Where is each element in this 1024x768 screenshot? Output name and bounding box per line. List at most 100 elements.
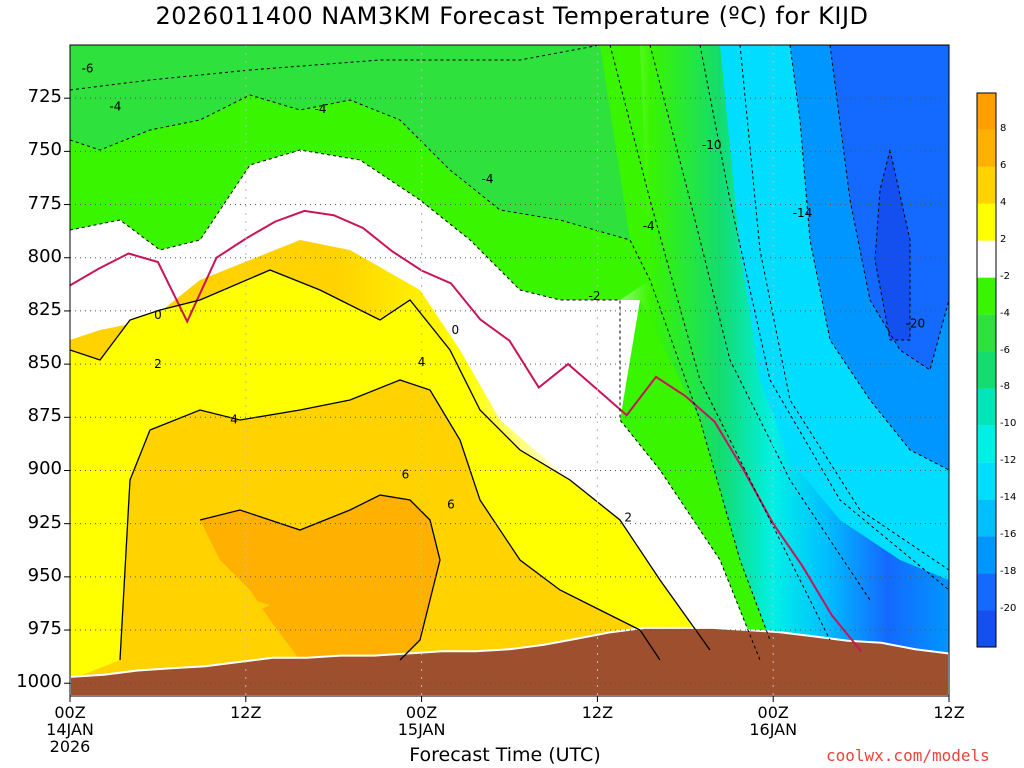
contour-label: 4 xyxy=(418,355,426,369)
colorbar-swatch xyxy=(977,203,996,241)
x-tick-label: 12Z xyxy=(206,704,286,721)
contour-minus6 xyxy=(70,45,601,91)
contour-minus2 xyxy=(70,149,761,661)
band-white xyxy=(70,150,760,660)
x-tick-line: 16JAN xyxy=(749,720,798,739)
colorbar-swatch xyxy=(977,314,996,352)
y-tick-label: 900 xyxy=(27,458,62,480)
colorbar-label: -6 xyxy=(1000,344,1010,356)
contour-label: -4 xyxy=(482,172,494,186)
colorbar-swatch xyxy=(977,462,996,500)
x-tick-label: 12Z xyxy=(909,704,989,721)
colorbar-swatch xyxy=(977,610,996,647)
x-tick-line: 15JAN xyxy=(397,720,446,739)
y-tick-label: 975 xyxy=(27,618,62,640)
colorbar-swatch xyxy=(977,388,996,426)
colorbar-label: 4 xyxy=(1000,196,1007,208)
colorbar-label: -10 xyxy=(1000,418,1017,430)
colorbar-label: -4 xyxy=(1000,307,1010,319)
contour-label: 6 xyxy=(402,468,410,482)
contour-label: -4 xyxy=(109,100,121,114)
y-tick-label: 800 xyxy=(27,245,62,267)
contour-minus16 xyxy=(789,45,949,471)
x-tick-line: 00Z xyxy=(54,703,86,722)
dashed-contours xyxy=(70,45,949,661)
x-tick-label: 00Z 15JAN xyxy=(382,704,462,738)
colorbar-label: -18 xyxy=(1000,566,1017,578)
contour-label: 2 xyxy=(154,357,162,371)
colorbar-label: -16 xyxy=(1000,529,1017,541)
y-tick-label: 925 xyxy=(27,511,62,533)
contour-label: 6 xyxy=(447,498,455,512)
band-gold-inner xyxy=(205,585,270,615)
y-tick-label: 725 xyxy=(27,86,62,108)
contour-label: 4 xyxy=(230,412,238,426)
credit-link[interactable]: coolwx.com/models xyxy=(826,746,990,765)
colorbar-swatch xyxy=(977,277,996,315)
colorbar-swatch xyxy=(977,240,996,278)
contour-2 xyxy=(70,269,711,651)
colorbar-swatch xyxy=(977,425,996,463)
contour-label: -14 xyxy=(793,206,813,220)
contour-label: 2 xyxy=(624,510,632,524)
y-tick-label: 950 xyxy=(27,564,62,586)
contour-minus12 xyxy=(699,45,949,591)
colorbar xyxy=(976,92,997,648)
x-tick-line: 12Z xyxy=(933,703,965,722)
contour-4 xyxy=(119,379,661,661)
contour-label: -20 xyxy=(906,317,926,331)
colorbar-label: 6 xyxy=(1000,159,1007,171)
band-core xyxy=(875,150,910,340)
x-tick-line: 00Z xyxy=(405,703,438,722)
x-tick-line: 12Z xyxy=(230,703,262,722)
contour-label: -4 xyxy=(315,102,327,116)
contour-label: 0 xyxy=(154,308,162,322)
contour-label: -10 xyxy=(702,138,722,152)
y-tick-label: 1000 xyxy=(16,671,62,693)
axis-ticks xyxy=(64,97,950,702)
x-tick-label: 12Z xyxy=(557,704,637,721)
y-tick-label: 850 xyxy=(27,352,62,374)
contour-minus20 xyxy=(874,149,911,341)
contour-label: -6 xyxy=(82,61,94,75)
y-tick-label: 775 xyxy=(27,192,62,214)
colorbar-swatch xyxy=(977,499,996,537)
freezing-line xyxy=(70,209,862,652)
contour-minus10 xyxy=(649,45,871,601)
colorbar-swatch xyxy=(977,536,996,574)
band-orange xyxy=(200,495,440,670)
x-tick-line: 00Z xyxy=(757,703,789,722)
colorbar-swatch xyxy=(977,573,996,611)
x-tick-label: 00Z 16JAN xyxy=(733,704,813,738)
y-tick-label: 875 xyxy=(27,405,62,427)
x-tick-line: 14JAN xyxy=(46,720,94,739)
band-minus6 xyxy=(70,45,630,240)
colorbar-label: -2 xyxy=(1000,270,1010,282)
colorbar-swatch xyxy=(977,129,996,167)
x-tick-line: 12Z xyxy=(581,703,614,722)
colorbar-swatch xyxy=(977,93,996,130)
colorbar-label: 8 xyxy=(1000,122,1007,134)
colorbar-label: -12 xyxy=(1000,455,1017,467)
y-tick-label: 750 xyxy=(27,139,62,161)
colorbar-frame xyxy=(976,92,997,648)
x-axis-label: Forecast Time (UTC) xyxy=(409,744,601,766)
band-green-lower xyxy=(620,300,800,660)
contour-label: -2 xyxy=(588,289,600,303)
x-tick-line: 2026 xyxy=(49,737,91,756)
y-tick-label: 825 xyxy=(27,298,62,320)
x-tick-label: 00Z 14JAN 2026 xyxy=(30,704,110,755)
colorbar-label: 2 xyxy=(1000,233,1007,245)
colorbar-label: -8 xyxy=(1000,381,1010,393)
colorbar-swatch xyxy=(977,351,996,389)
contour-label: -4 xyxy=(643,219,655,233)
plot-frame xyxy=(69,44,950,697)
colorbar-label: -14 xyxy=(1000,492,1017,504)
chart-title: 2026011400 NAM3KM Forecast Temperature (… xyxy=(155,2,869,30)
colorbar-label: -20 xyxy=(1000,603,1017,615)
colorbar-swatch xyxy=(977,166,996,204)
contour-label: 0 xyxy=(451,323,459,337)
